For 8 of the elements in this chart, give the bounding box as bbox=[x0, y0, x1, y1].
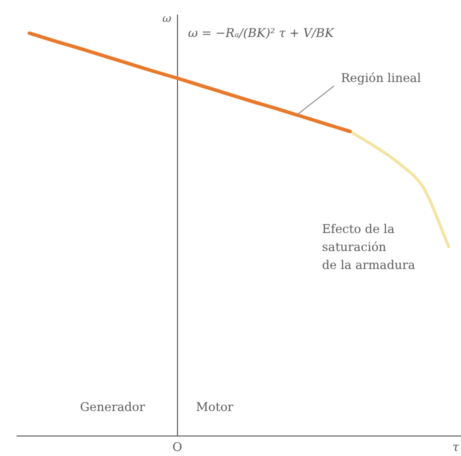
annotation: Generador bbox=[80, 400, 146, 414]
y-axis-title: ω bbox=[162, 12, 172, 25]
annotation: ω = −Rₐ/(BK)² τ + V/BK bbox=[188, 26, 335, 40]
x-axis-title: τ bbox=[452, 440, 460, 454]
text: O bbox=[172, 440, 182, 454]
annotation: Región lineal bbox=[341, 71, 422, 86]
annotation: Motor bbox=[196, 400, 234, 414]
annotation: Efecto de la saturación de la armadura bbox=[322, 222, 416, 272]
